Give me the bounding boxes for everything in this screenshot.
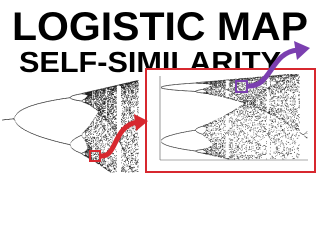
- purple-arrowhead: [294, 41, 310, 60]
- page: LOGISTIC MAP SELF-SIMILARITY (() => { co…: [2, 5, 316, 173]
- zoomed-diagram: [161, 74, 308, 160]
- red-arrow: [99, 119, 139, 159]
- title: LOGISTIC MAP: [12, 5, 308, 49]
- red-arrowhead: [134, 114, 148, 131]
- purple-arrow: [246, 47, 299, 89]
- bifurcation-diagram: [2, 80, 139, 173]
- thumbnail: LOGISTIC MAP SELF-SIMILARITY: [2, 5, 316, 173]
